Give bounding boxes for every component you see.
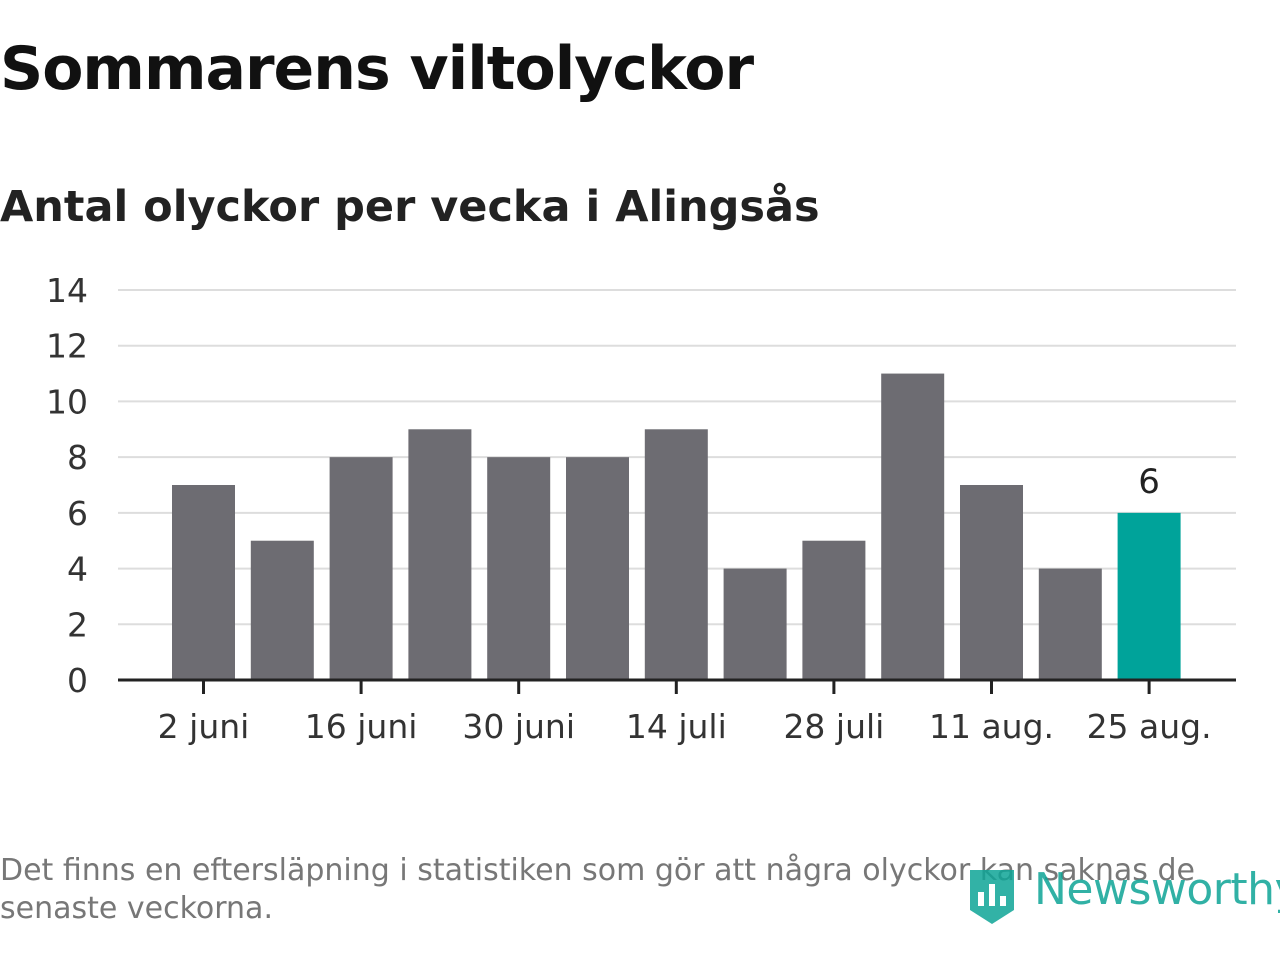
chart-badge-icon (970, 870, 1014, 924)
bar (172, 485, 235, 680)
logo-text: Newsworthy (1034, 864, 1280, 915)
bar (329, 457, 393, 680)
y-tick-label: 12 (46, 327, 88, 366)
bar (487, 457, 551, 680)
bar (960, 485, 1023, 680)
y-tick-label: 2 (67, 605, 88, 644)
y-tick-label: 6 (67, 494, 88, 533)
bars: 6 (172, 373, 1181, 680)
x-tick-label: 16 juni (305, 707, 418, 746)
y-tick-label: 14 (46, 271, 88, 310)
bar (723, 568, 787, 680)
y-tick-label: 10 (46, 382, 88, 421)
bar (566, 457, 629, 680)
y-tick-label: 4 (67, 550, 88, 589)
bar (1117, 512, 1181, 680)
x-tick-label: 11 aug. (929, 707, 1054, 746)
bar (802, 540, 866, 680)
bar (408, 429, 472, 680)
bar (881, 373, 945, 680)
x-axis: 2 juni 16 juni 30 juni 14 juli 28 juli 11 aug… (118, 678, 1236, 746)
bar-chart: 0 2 4 6 8 10 12 14 6 2 juni 16 juni 30 juni 14 jul… (46, 271, 1236, 746)
x-tick-label: 2 juni (158, 707, 250, 746)
bar (1038, 568, 1102, 680)
bar (250, 540, 314, 680)
x-tick-label: 25 aug. (1087, 707, 1212, 746)
chart-title: Sommarens viltolyckor (0, 34, 754, 104)
data-label: 6 (1138, 462, 1160, 502)
chart-subtitle: Antal olyckor per vecka i Alingsås (0, 182, 820, 232)
bar (644, 429, 708, 680)
y-axis: 0 2 4 6 8 10 12 14 (46, 271, 88, 700)
x-tick-label: 30 juni (462, 707, 575, 746)
y-tick-label: 8 (67, 438, 88, 477)
x-tick-label: 14 juli (626, 707, 727, 746)
newsworthy-logo[interactable]: Newsworthy (966, 862, 1280, 928)
y-tick-label: 0 (67, 661, 88, 700)
x-tick-label: 28 juli (783, 707, 884, 746)
